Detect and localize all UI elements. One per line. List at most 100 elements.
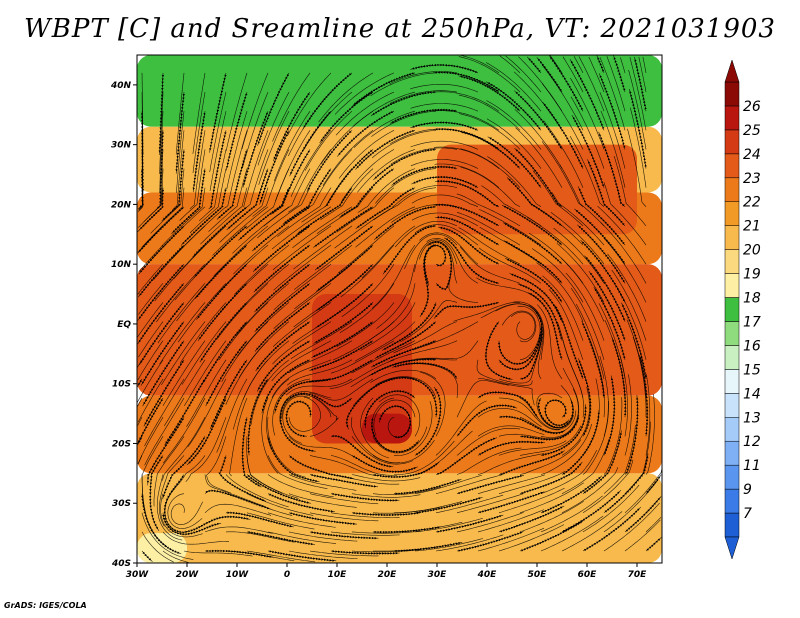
y-tick-label: 30S (112, 499, 131, 509)
streamline (642, 56, 647, 73)
streamline (561, 367, 580, 437)
streamline (582, 430, 622, 494)
streamline (351, 474, 421, 482)
streamline (302, 72, 353, 130)
streamline (634, 56, 647, 112)
streamline (613, 55, 626, 93)
colorbar-segment (724, 129, 740, 155)
streamline (573, 56, 584, 74)
colorbar-segment (724, 153, 740, 179)
colorbar-segment (724, 273, 740, 298)
x-tick-label: 10W (226, 570, 250, 580)
streamline (433, 301, 500, 319)
streamline (484, 321, 513, 380)
streamline (581, 320, 606, 399)
streamline (624, 421, 651, 494)
streamline (578, 56, 605, 112)
streamline (140, 493, 182, 554)
streamline (368, 283, 416, 341)
streamline (372, 462, 440, 479)
y-axis: 40N 30N 20N 10N EQ 10S 20S 30S 40S (110, 81, 137, 569)
streamline (562, 56, 584, 93)
colorbar-label: 26 (743, 99, 761, 115)
streamline (351, 436, 414, 465)
streamline (209, 72, 227, 153)
streamline (537, 397, 575, 429)
colorbar-label: 9 (743, 482, 752, 498)
colorbar-segment (724, 225, 740, 250)
streamline (225, 511, 294, 528)
streamline (350, 417, 401, 464)
plot-frame (136, 54, 663, 564)
streamline (645, 474, 662, 494)
streamline (645, 537, 662, 552)
y-tick-label: 40S (111, 559, 131, 569)
chart-title: WBPT [C] and Sreamline at 250hPa, VT: 20… (24, 14, 776, 44)
streamline (645, 517, 662, 533)
x-tick-label: 40E (477, 570, 498, 580)
streamline (162, 550, 189, 563)
x-tick-label: 60E (578, 570, 598, 580)
streamline (330, 531, 400, 536)
field-region-nw-green-patch (137, 55, 237, 115)
field-region-central-africa-center (362, 413, 412, 444)
colorbar-label: 11 (743, 458, 761, 474)
streamline (477, 491, 545, 514)
streamline (435, 514, 504, 533)
y-tick-label: EQ (117, 320, 131, 330)
wbpt-field (137, 55, 662, 563)
streamline (477, 378, 535, 406)
colorbar-label: 16 (743, 338, 761, 354)
colorbar-label: 13 (743, 410, 761, 426)
y-tick-label: 20N (111, 200, 132, 210)
streamline (257, 72, 290, 146)
colorbar-label: 24 (743, 147, 761, 163)
streamline (175, 72, 185, 155)
streamlines (137, 55, 662, 563)
streamline (226, 92, 248, 171)
colorbar-segment (724, 464, 740, 490)
streamline (458, 56, 521, 93)
streamline (225, 72, 248, 152)
streamline (588, 56, 605, 93)
streamline (645, 497, 661, 514)
streamline (267, 531, 337, 544)
streamline (620, 57, 626, 73)
streamline (414, 386, 442, 456)
colorbar-min-arrow (724, 536, 740, 560)
x-tick-label: 70E (628, 570, 648, 580)
streamline (393, 541, 463, 553)
streamline (414, 497, 483, 514)
colorbar-label: 7 (743, 506, 752, 522)
streamline (330, 549, 400, 555)
streamline (175, 92, 186, 174)
streamline (460, 55, 500, 74)
streamline (272, 72, 311, 142)
streamline (498, 415, 566, 435)
streamline (599, 57, 626, 131)
streamline (158, 72, 165, 156)
streamline (246, 512, 315, 530)
grads-credit: GrADS: IGES/COLA (4, 601, 87, 610)
colorbar-segment (724, 417, 740, 442)
streamline (400, 300, 458, 343)
colorbar-max-arrow (724, 59, 740, 83)
colorbar-label: 12 (743, 434, 761, 450)
streamline (267, 550, 337, 562)
streamline (645, 393, 655, 475)
y-tick-label: 30N (111, 141, 132, 151)
streamline (477, 391, 539, 418)
streamline (624, 395, 639, 475)
streamline (339, 283, 395, 334)
x-tick-label: 30W (126, 570, 150, 580)
streamline (164, 378, 206, 446)
streamline (453, 301, 521, 322)
x-tick-label: 50E (528, 570, 548, 580)
streamline (192, 92, 206, 174)
field-region-arabia-warm-band (437, 144, 637, 235)
colorbar-segment (724, 440, 740, 466)
streamline (352, 72, 416, 107)
streamline (456, 475, 525, 495)
streamline (549, 55, 563, 74)
streamline (388, 376, 438, 418)
